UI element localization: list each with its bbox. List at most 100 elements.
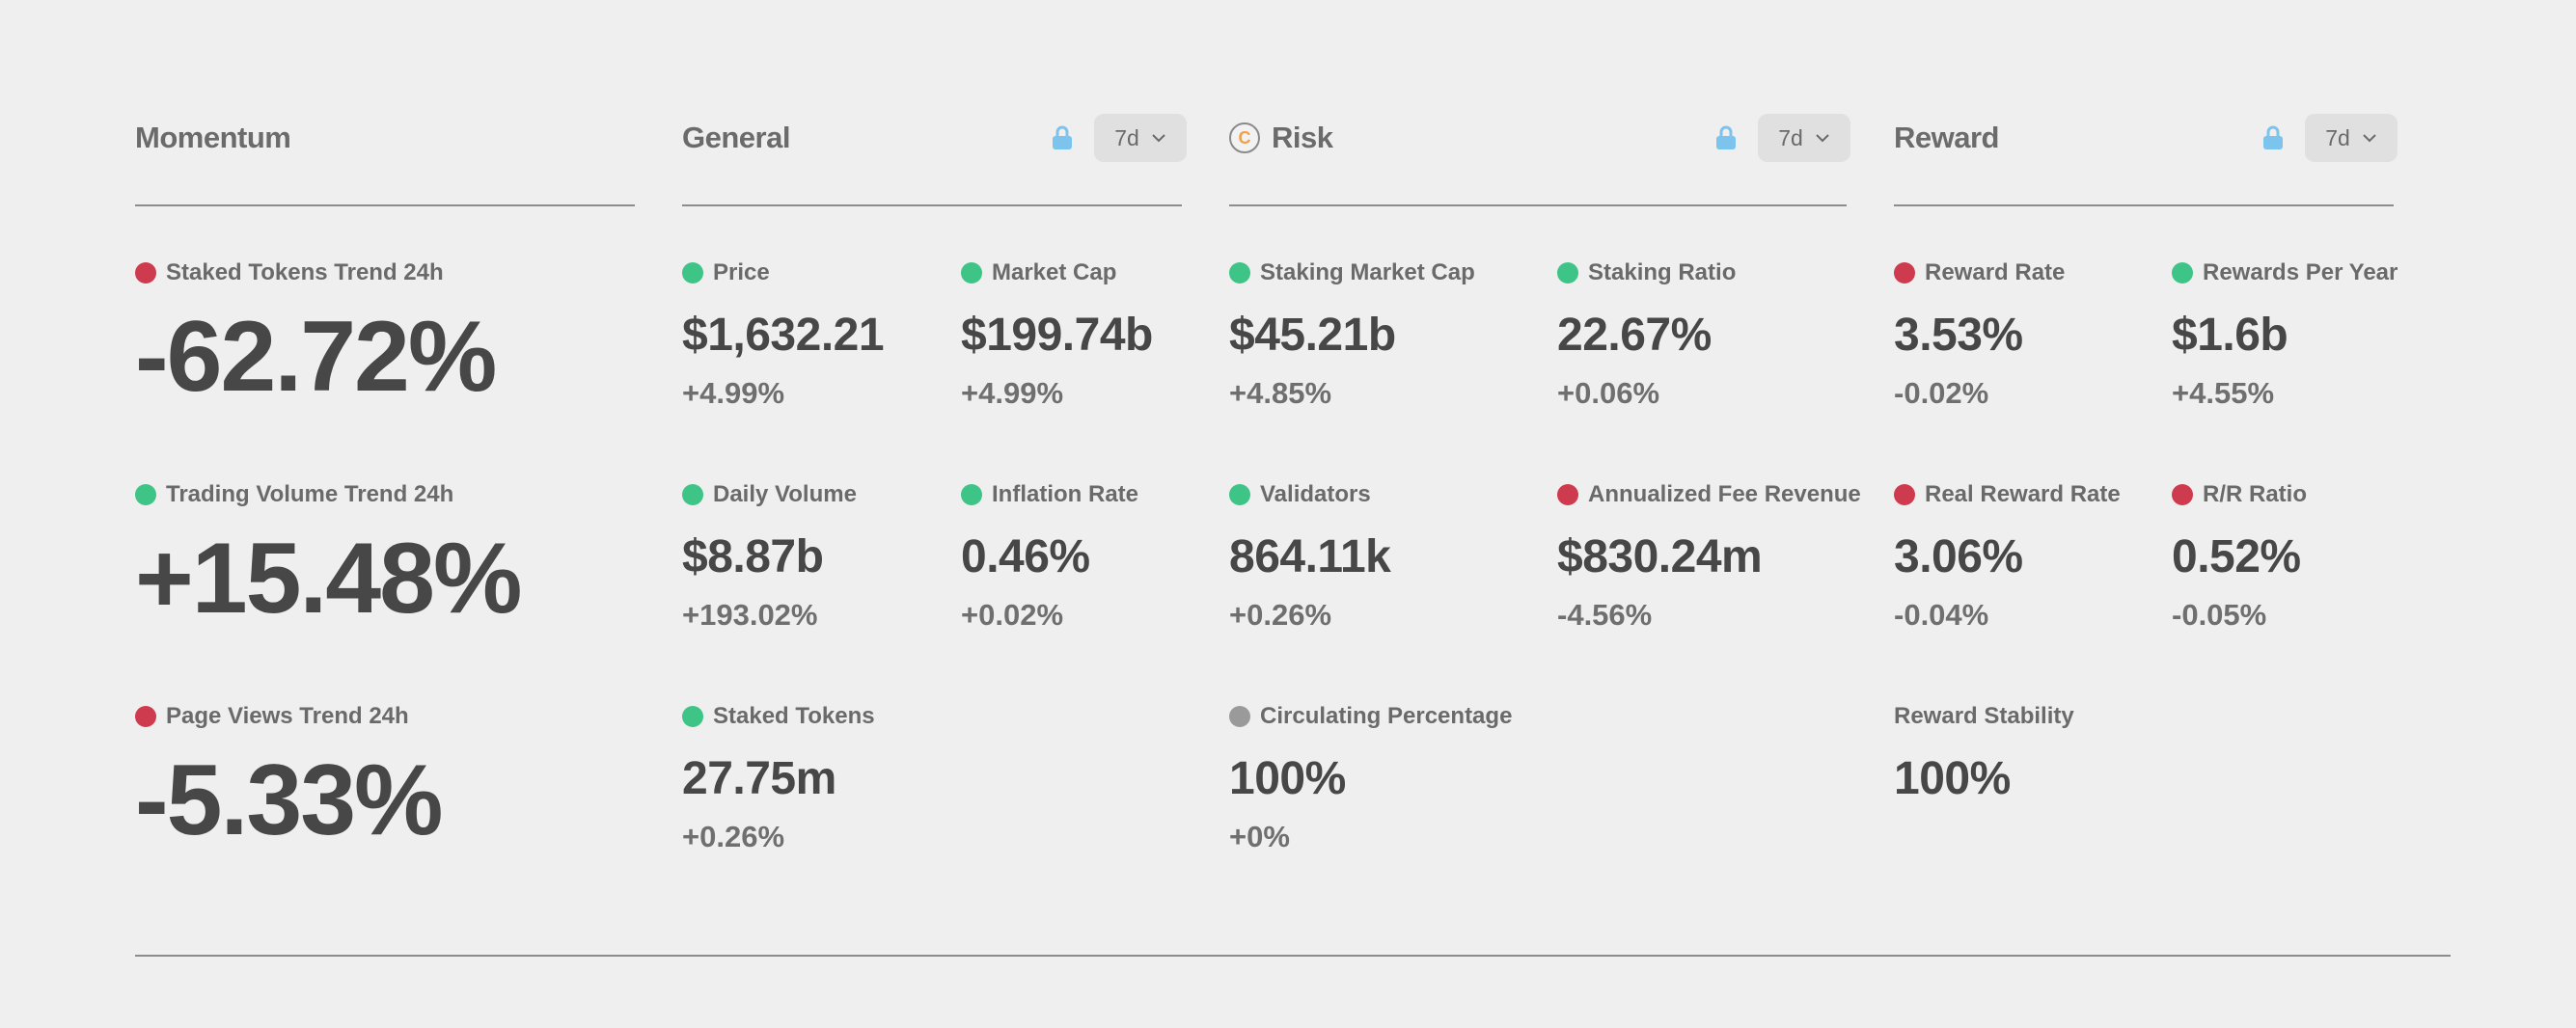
status-dot-negative (1894, 484, 1915, 505)
metric-annualized-fee-revenue: Annualized Fee Revenue $830.24m -4.56% (1557, 480, 1861, 633)
metric-price: Price $1,632.21 +4.99% (682, 258, 885, 411)
general-controls: 7d (1052, 114, 1187, 162)
metric-page-views-trend: Page Views Trend 24h -5.33% (135, 702, 444, 856)
status-dot-positive (1557, 262, 1578, 284)
metric-value: -5.33% (135, 744, 444, 856)
metric-real-reward-rate: Real Reward Rate 3.06% -0.04% (1894, 480, 2121, 633)
momentum-divider (135, 204, 635, 206)
status-dot-negative (1894, 262, 1915, 284)
reward-header: Reward (1894, 114, 1999, 162)
metric-value: 3.53% (1894, 310, 2023, 361)
status-dot-negative (135, 706, 156, 727)
metric-value: -62.72% (135, 301, 497, 413)
metric-label: Daily Volume (713, 481, 857, 507)
metric-circulating-percentage: Circulating Percentage 100% +0% (1229, 702, 1512, 854)
metric-validators: Validators 864.11k +0.26% (1229, 480, 1391, 633)
metric-value: 22.67% (1557, 310, 1712, 361)
metric-label: Staking Ratio (1588, 259, 1737, 285)
metric-change: -0.04% (1894, 598, 1989, 632)
metric-value: $199.74b (961, 310, 1153, 361)
status-dot-negative (2172, 484, 2193, 505)
general-divider (682, 204, 1182, 206)
status-dot-positive (2172, 262, 2193, 284)
metric-value: $8.87b (682, 531, 824, 582)
metric-value: 864.11k (1229, 531, 1391, 582)
metric-rewards-per-year: Rewards Per Year $1.6b +4.55% (2172, 258, 2398, 411)
metric-label: Circulating Percentage (1260, 703, 1513, 729)
metric-label: Rewards Per Year (2203, 259, 2398, 285)
reward-title: Reward (1894, 121, 1999, 154)
metric-change: +0.02% (961, 598, 1064, 632)
metric-value: 100% (1229, 753, 1346, 804)
status-dot-positive (961, 484, 982, 505)
period-value: 7d (1778, 124, 1803, 150)
metric-change: +0.26% (1229, 598, 1332, 632)
metric-value: $1,632.21 (682, 310, 885, 361)
bottom-divider (135, 955, 2451, 957)
metric-value: $45.21b (1229, 310, 1396, 361)
status-dot-positive (682, 484, 703, 505)
general-title: General (682, 121, 790, 154)
risk-controls: 7d (1715, 114, 1850, 162)
coin-c-icon: C (1229, 122, 1260, 153)
metric-inflation-rate: Inflation Rate 0.46% +0.02% (961, 480, 1138, 633)
metric-change: +4.99% (682, 376, 785, 410)
momentum-header: Momentum (135, 114, 291, 162)
metric-change: +0% (1229, 820, 1290, 853)
status-dot-positive (1229, 262, 1250, 284)
metric-change: -4.56% (1557, 598, 1653, 632)
metric-value: $830.24m (1557, 531, 1763, 582)
metric-label: Reward Rate (1925, 259, 2066, 285)
risk-header: C Risk (1229, 114, 1333, 162)
metric-value: 27.75m (682, 753, 836, 804)
metric-market-cap: Market Cap $199.74b +4.99% (961, 258, 1153, 411)
metric-staked-tokens-trend: Staked Tokens Trend 24h -62.72% (135, 258, 497, 413)
lock-icon[interactable] (1715, 125, 1737, 150)
metric-label: Staked Tokens Trend 24h (166, 259, 444, 285)
metric-change: -0.02% (1894, 376, 1989, 410)
metric-value: 3.06% (1894, 531, 2023, 582)
metric-value: 100% (1894, 753, 2011, 804)
status-dot-positive (682, 262, 703, 284)
status-dot-neutral (1229, 706, 1250, 727)
reward-divider (1894, 204, 2394, 206)
metric-value: 0.46% (961, 531, 1090, 582)
risk-divider (1229, 204, 1847, 206)
chevron-down-icon (1152, 134, 1165, 143)
metric-change: +193.02% (682, 598, 818, 632)
metric-label: Real Reward Rate (1925, 481, 2121, 507)
metric-rr-ratio: R/R Ratio 0.52% -0.05% (2172, 480, 2307, 633)
metric-staking-market-cap: Staking Market Cap $45.21b +4.85% (1229, 258, 1475, 411)
general-period-select[interactable]: 7d (1094, 114, 1187, 162)
reward-controls: 7d (2262, 114, 2398, 162)
metric-reward-rate: Reward Rate 3.53% -0.02% (1894, 258, 2065, 411)
metric-staking-ratio: Staking Ratio 22.67% +0.06% (1557, 258, 1736, 411)
metric-label: Price (713, 259, 770, 285)
metric-trading-volume-trend: Trading Volume Trend 24h +15.48% (135, 480, 522, 635)
metric-label: Staked Tokens (713, 703, 875, 729)
chevron-down-icon (2363, 134, 2376, 143)
metric-change: +4.99% (961, 376, 1064, 410)
metric-label: Validators (1260, 481, 1371, 507)
lock-icon[interactable] (1052, 125, 1073, 150)
risk-period-select[interactable]: 7d (1758, 114, 1850, 162)
metric-label: Reward Stability (1894, 703, 2074, 729)
status-dot-positive (135, 484, 156, 505)
metric-change: +4.85% (1229, 376, 1332, 410)
general-header: General (682, 114, 790, 162)
metric-label: Trading Volume Trend 24h (166, 481, 454, 507)
metric-staked-tokens: Staked Tokens 27.75m +0.26% (682, 702, 875, 854)
metric-daily-volume: Daily Volume $8.87b +193.02% (682, 480, 857, 633)
metric-label: Annualized Fee Revenue (1588, 481, 1861, 507)
metric-change: -0.05% (2172, 598, 2267, 632)
metric-value: +15.48% (135, 523, 522, 635)
momentum-title: Momentum (135, 121, 291, 154)
metric-label: Market Cap (992, 259, 1117, 285)
metric-reward-stability: Reward Stability 100% (1894, 702, 2074, 804)
status-dot-positive (961, 262, 982, 284)
reward-period-select[interactable]: 7d (2305, 114, 2398, 162)
metric-value: $1.6b (2172, 310, 2288, 361)
metric-label: Staking Market Cap (1260, 259, 1475, 285)
metric-value: 0.52% (2172, 531, 2301, 582)
lock-icon[interactable] (2262, 125, 2284, 150)
